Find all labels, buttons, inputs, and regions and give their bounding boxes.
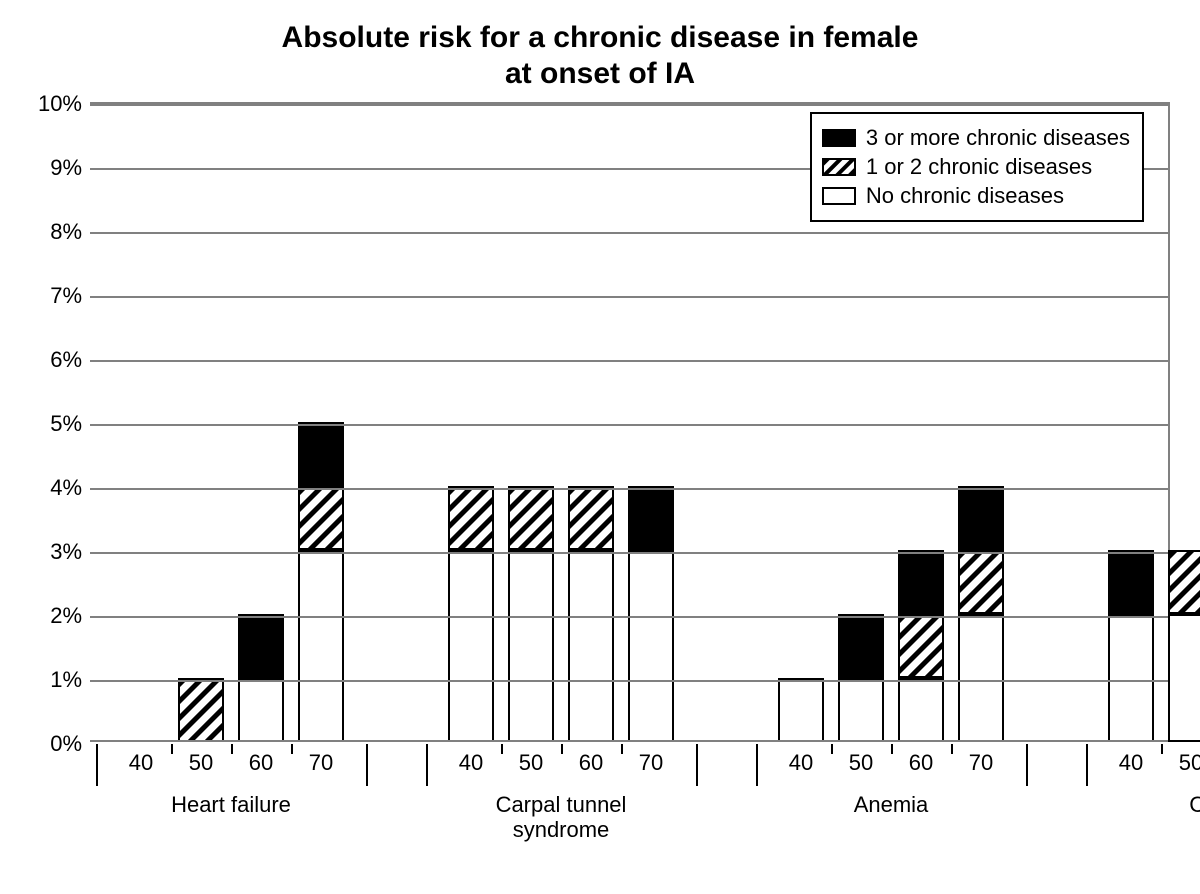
- legend-label-three-plus: 3 or more chronic diseases: [866, 125, 1130, 151]
- x-category-label: COPD: [1189, 792, 1200, 817]
- gridline: [90, 104, 1168, 106]
- bar-segment-three-plus: [298, 422, 344, 486]
- y-tick-label: 9%: [50, 155, 90, 181]
- x-tick: [951, 744, 953, 754]
- bar-segment-one-two: [898, 614, 944, 678]
- x-tick: [561, 744, 563, 754]
- group-divider-tick: [756, 744, 758, 786]
- bar-segment-one-two: [298, 486, 344, 550]
- legend-swatch-white: [822, 187, 856, 205]
- group-divider-tick: [366, 744, 368, 786]
- gridline: [90, 488, 1168, 490]
- bar-segment-three-plus: [898, 550, 944, 614]
- bar-segment-no: [778, 678, 824, 742]
- x-age-label: 70: [639, 742, 663, 776]
- x-tick: [891, 744, 893, 754]
- bar-segment-three-plus: [958, 486, 1004, 550]
- legend-label-one-two: 1 or 2 chronic diseases: [866, 154, 1092, 180]
- x-age-label: 50: [189, 742, 213, 776]
- x-age-label: 40: [1119, 742, 1143, 776]
- x-category-label: Heart failure: [171, 792, 291, 817]
- chart-title-line2: at onset of IA: [20, 56, 1180, 92]
- group-divider-tick: [426, 744, 428, 786]
- group-divider-tick: [1026, 744, 1028, 786]
- x-age-label: 50: [519, 742, 543, 776]
- gridline: [90, 616, 1168, 618]
- x-age-label: 40: [129, 742, 153, 776]
- legend-swatch-hatch: [822, 158, 856, 176]
- chart-title-line1: Absolute risk for a chronic disease in f…: [20, 20, 1180, 56]
- bar-segment-no: [628, 550, 674, 742]
- y-tick-label: 4%: [50, 475, 90, 501]
- bar-segment-one-two: [568, 486, 614, 550]
- chart-title: Absolute risk for a chronic disease in f…: [20, 20, 1180, 92]
- x-tick: [621, 744, 623, 754]
- bar-segment-one-two: [1168, 550, 1200, 614]
- gridline: [90, 424, 1168, 426]
- bar-segment-one-two: [448, 486, 494, 550]
- group-divider-tick: [696, 744, 698, 786]
- y-tick-label: 0%: [50, 731, 90, 757]
- x-age-label: 70: [309, 742, 333, 776]
- bar-segment-one-two: [958, 550, 1004, 614]
- x-tick: [501, 744, 503, 754]
- legend-label-no: No chronic diseases: [866, 183, 1064, 209]
- chart-container: Absolute risk for a chronic disease in f…: [20, 20, 1180, 874]
- y-tick-label: 8%: [50, 219, 90, 245]
- x-age-label: 60: [249, 742, 273, 776]
- bar-segment-three-plus: [628, 486, 674, 550]
- bar-segment-one-two: [178, 678, 224, 742]
- gridline: [90, 232, 1168, 234]
- bar-segment-no: [508, 550, 554, 742]
- x-tick: [291, 744, 293, 754]
- bar-segment-no: [898, 678, 944, 742]
- x-age-label: 60: [579, 742, 603, 776]
- group-divider-tick: [96, 744, 98, 786]
- y-tick-label: 2%: [50, 603, 90, 629]
- gridline: [90, 680, 1168, 682]
- y-tick-label: 1%: [50, 667, 90, 693]
- x-tick: [831, 744, 833, 754]
- legend-item-three-plus: 3 or more chronic diseases: [822, 125, 1130, 151]
- y-tick-label: 7%: [50, 283, 90, 309]
- bar-segment-no: [958, 614, 1004, 742]
- legend-swatch-black: [822, 129, 856, 147]
- gridline: [90, 360, 1168, 362]
- x-age-label: 70: [969, 742, 993, 776]
- x-age-label: 40: [789, 742, 813, 776]
- bar-segment-three-plus: [1108, 550, 1154, 614]
- bar-segment-three-plus: [238, 614, 284, 678]
- x-category-label: Carpal tunnelsyndrome: [496, 792, 627, 843]
- x-age-label: 50: [1179, 742, 1200, 776]
- x-category-label: Anemia: [854, 792, 929, 817]
- legend: 3 or more chronic diseases 1 or 2 chroni…: [810, 112, 1144, 222]
- bar-segment-one-two: [508, 486, 554, 550]
- gridline: [90, 552, 1168, 554]
- bar-segment-three-plus: [838, 614, 884, 678]
- bar-segment-no: [448, 550, 494, 742]
- y-tick-label: 5%: [50, 411, 90, 437]
- legend-item-no: No chronic diseases: [822, 183, 1130, 209]
- bar-segment-no: [1168, 614, 1200, 742]
- y-tick-label: 10%: [38, 91, 90, 117]
- bar-segment-no: [298, 550, 344, 742]
- bar-segment-no: [838, 678, 884, 742]
- x-tick: [231, 744, 233, 754]
- x-tick: [1161, 744, 1163, 754]
- group-divider-tick: [1086, 744, 1088, 786]
- bar-segment-no: [1108, 614, 1154, 742]
- x-age-label: 40: [459, 742, 483, 776]
- gridline: [90, 296, 1168, 298]
- legend-item-one-two: 1 or 2 chronic diseases: [822, 154, 1130, 180]
- x-age-label: 60: [909, 742, 933, 776]
- y-tick-label: 6%: [50, 347, 90, 373]
- bar-segment-no: [238, 678, 284, 742]
- x-tick: [171, 744, 173, 754]
- bar-segment-no: [568, 550, 614, 742]
- y-tick-label: 3%: [50, 539, 90, 565]
- x-age-label: 50: [849, 742, 873, 776]
- plot-wrap: 0%1%2%3%4%5%6%7%8%9%10%40506070Heart fai…: [20, 102, 1180, 872]
- plot-area: 0%1%2%3%4%5%6%7%8%9%10%40506070Heart fai…: [90, 102, 1170, 742]
